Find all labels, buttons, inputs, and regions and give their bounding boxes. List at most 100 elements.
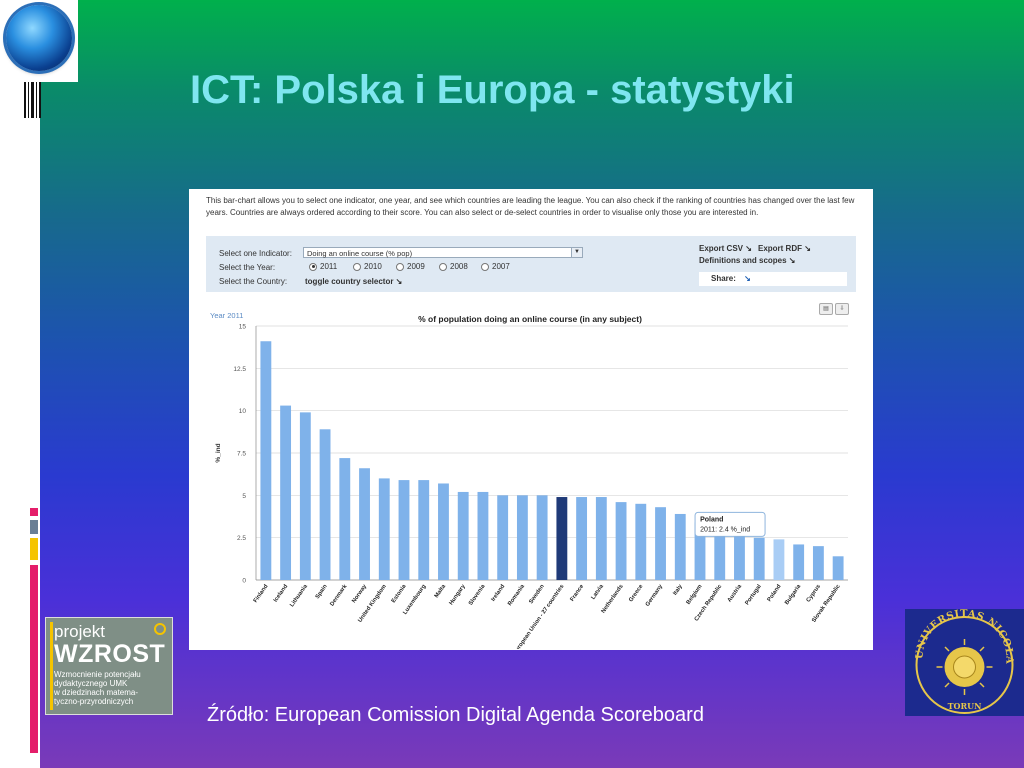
y-tick-label: 15 [239, 324, 247, 331]
y-tick-label: 7.5 [237, 451, 246, 458]
year-option-label: 2009 [407, 262, 425, 271]
x-tick-label: Netherlands [601, 584, 625, 615]
bar-estonia [398, 480, 410, 580]
x-tick-label: Bulgaria [784, 583, 803, 606]
indicator-select[interactable]: Doing an online course (% pop) ▼ [303, 247, 583, 258]
year-option-label: 2010 [364, 262, 382, 271]
bar-norway [359, 468, 370, 580]
x-tick-label: Denmark [329, 583, 349, 607]
x-tick-label: Hungary [448, 583, 467, 606]
scoreboard-screenshot: This bar-chart allows you to select one … [189, 189, 873, 656]
radio-icon [439, 262, 447, 271]
x-tick-label: Cyprus [806, 584, 822, 604]
tooltip-value: 2011: 2.4 %_ind [700, 526, 750, 533]
chevron-down-icon[interactable]: ▼ [571, 248, 582, 257]
year-caption: Year 2011 [210, 311, 243, 320]
country-label: Select the Country: [219, 277, 288, 286]
year-radio-2009[interactable]: 2009 [396, 262, 425, 271]
wzrost-logo: projekt WZROST Wzmocnienie potencjału dy… [45, 617, 173, 715]
slide-title: ICT: Polska i Europa - statystyki [190, 68, 795, 112]
x-tick-label: Italy [672, 583, 684, 597]
bar-cyprus [812, 546, 824, 580]
x-tick-label: Germany [645, 583, 665, 608]
x-tick-label: France [569, 583, 585, 603]
y-tick-label: 0 [242, 578, 246, 585]
download-icon[interactable]: ⇩ [835, 303, 849, 315]
share-box[interactable]: Share: ↘ [699, 272, 847, 286]
bar-czech-republic [714, 527, 726, 580]
logo-subtitle-line: tyczno-przyrodniczych [54, 697, 134, 706]
radio-icon [353, 262, 361, 271]
print-icon[interactable]: ▤ [819, 303, 833, 315]
x-tick-label: Latvia [590, 583, 605, 601]
x-tick-label: Ireland [490, 583, 506, 602]
tooltip-box [694, 511, 766, 537]
globe-logo-box [0, 0, 78, 82]
indicator-label: Select one Indicator: [219, 249, 292, 258]
logo-subtitle: Wzmocnienie potencjału dydaktycznego UMK… [54, 670, 141, 706]
toggle-country-selector-link[interactable]: toggle country selector ↘ [305, 277, 403, 286]
accent-bar-pink [30, 508, 38, 516]
export-csv-link[interactable]: Export CSV ↘ [699, 244, 752, 253]
tooltip-country: Poland [700, 516, 723, 523]
bar-european-union-27-countries [556, 497, 568, 580]
year-radio-2011[interactable]: 2011 [309, 262, 337, 271]
bar-poland [773, 539, 785, 580]
bar-finland [260, 341, 272, 580]
bar-belgium [694, 522, 706, 580]
seal-city: TORUN [948, 701, 982, 711]
x-tick-label: Iceland [273, 583, 290, 603]
barcode-icon [24, 82, 41, 118]
logo-accent-line [50, 622, 53, 710]
x-tick-label: Romania [507, 583, 526, 607]
radio-checked-icon [309, 262, 317, 271]
bar-slovenia [477, 491, 489, 580]
bar-sweden [536, 495, 548, 580]
x-tick-label: Greece [628, 583, 645, 603]
logo-subtitle-line: w dziedzinach matema- [54, 688, 139, 697]
radio-icon [481, 262, 489, 271]
chart-title: % of population doing an online course (… [418, 314, 642, 324]
year-option-label: 2007 [492, 262, 510, 271]
x-tick-label: Finland [253, 583, 270, 604]
bar-lithuania [299, 412, 311, 580]
bar-malta [438, 483, 449, 580]
source-caption: Źródło: European Comission Digital Agend… [207, 704, 704, 726]
logo-subtitle-line: Wzmocnienie potencjału [54, 670, 141, 679]
chart-area: ▤ ⇩ Year 2011 % of population doing an on… [206, 303, 856, 656]
bar-hungary [457, 491, 469, 580]
logo-line2: WZROST [54, 640, 166, 668]
bar-france [576, 497, 588, 580]
indicator-select-value: Doing an online course (% pop) [307, 249, 413, 258]
bar-germany [655, 507, 666, 580]
x-tick-label: Spain [315, 583, 329, 600]
export-rdf-link[interactable]: Export RDF ↘ [758, 244, 811, 253]
year-label: Select the Year: [219, 263, 276, 272]
logo-dot-icon [154, 623, 166, 635]
x-tick-label: Poland [767, 583, 783, 603]
bar-romania [516, 495, 528, 580]
bar-latvia [595, 497, 607, 580]
year-option-label: 2011 [320, 262, 338, 271]
bar-italy [674, 513, 686, 580]
definitions-link[interactable]: Definitions and scopes ↘ [699, 256, 796, 265]
bar-spain [319, 429, 331, 580]
bar-chart: Year 2011 % of population doing an online… [210, 311, 848, 656]
y-tick-label: 10 [239, 408, 247, 415]
radio-icon [396, 262, 404, 271]
x-tick-label: Estonia [391, 583, 408, 604]
year-radio-2008[interactable]: 2008 [439, 262, 468, 271]
x-tick-label: Lithuania [289, 583, 309, 608]
bar-luxembourg [418, 480, 430, 580]
logo-subtitle-line: dydaktycznego UMK [54, 679, 128, 688]
bar-netherlands [615, 502, 627, 580]
year-radio-2010[interactable]: 2010 [353, 262, 382, 271]
bar-iceland [280, 405, 292, 580]
y-tick-label: 12.5 [233, 366, 246, 373]
seal-icon: UNIVERSITAS NICOLAI COPERNICI TORUN [900, 601, 1014, 714]
bar-denmark [339, 458, 351, 580]
share-label: Share: [711, 274, 736, 283]
year-option-label: 2008 [450, 262, 468, 271]
year-radio-2007[interactable]: 2007 [481, 262, 510, 271]
umk-seal-logo: UNIVERSITAS NICOLAI COPERNICI TORUN [900, 601, 1024, 716]
